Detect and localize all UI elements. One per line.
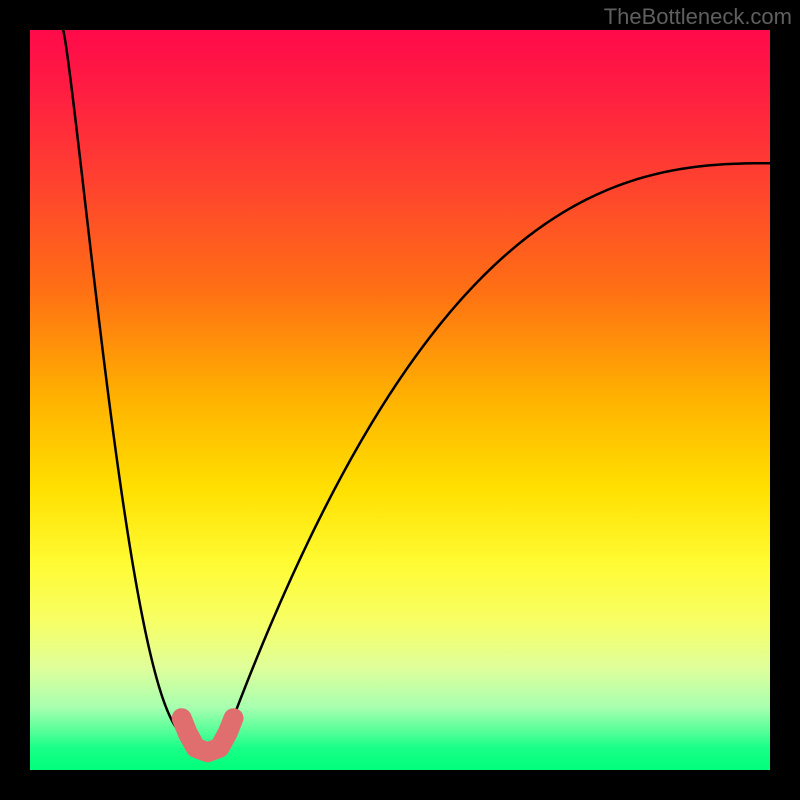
stage: TheBottleneck.com — [0, 0, 800, 800]
plot-svg — [30, 30, 770, 770]
watermark-text: TheBottleneck.com — [604, 4, 792, 30]
plot-background — [30, 30, 770, 770]
